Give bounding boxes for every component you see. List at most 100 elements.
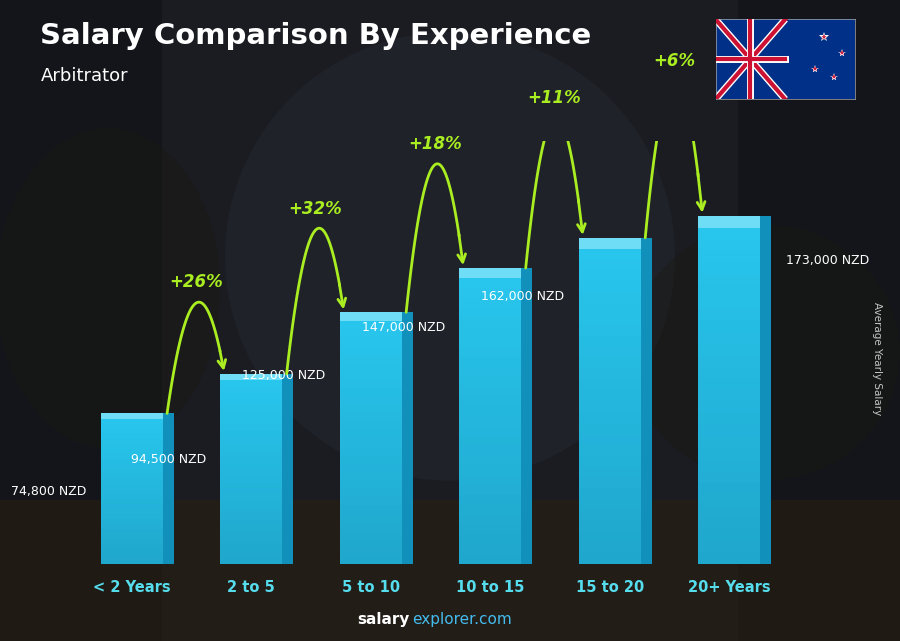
Bar: [698, 344, 760, 355]
Bar: [698, 227, 760, 239]
Bar: [339, 379, 402, 388]
Bar: [101, 463, 163, 469]
Bar: [220, 526, 283, 532]
Bar: [220, 488, 283, 494]
Bar: [101, 469, 163, 474]
Bar: [459, 524, 521, 535]
Bar: [459, 436, 521, 445]
Bar: [459, 347, 521, 357]
Bar: [698, 285, 760, 297]
Bar: [698, 239, 760, 251]
Bar: [101, 424, 163, 428]
Bar: [459, 288, 521, 297]
Text: 74,800 NZD: 74,800 NZD: [11, 485, 86, 498]
Bar: [339, 371, 402, 379]
Bar: [220, 507, 283, 513]
Bar: [579, 347, 641, 358]
Bar: [220, 418, 283, 424]
Bar: [698, 460, 760, 471]
Bar: [579, 499, 641, 510]
Polygon shape: [641, 238, 652, 564]
Bar: [459, 485, 521, 495]
Bar: [101, 488, 163, 494]
Bar: [698, 437, 760, 448]
Bar: [220, 538, 283, 545]
Bar: [579, 292, 641, 303]
Bar: [579, 401, 641, 412]
Bar: [698, 378, 760, 390]
Text: +11%: +11%: [527, 88, 581, 106]
Bar: [339, 346, 402, 354]
Bar: [698, 215, 760, 227]
Bar: [698, 367, 760, 378]
Bar: [459, 337, 521, 347]
Bar: [101, 534, 163, 539]
Bar: [339, 547, 402, 556]
Bar: [339, 463, 402, 472]
Bar: [220, 374, 283, 380]
Bar: [698, 308, 760, 320]
Bar: [459, 456, 521, 465]
Bar: [459, 308, 521, 317]
Ellipse shape: [0, 128, 220, 449]
Bar: [101, 413, 163, 564]
Bar: [339, 505, 402, 513]
Bar: [459, 544, 521, 554]
Polygon shape: [760, 215, 771, 564]
Bar: [339, 354, 402, 363]
Bar: [220, 412, 283, 418]
Bar: [579, 303, 641, 314]
Bar: [101, 413, 163, 419]
Bar: [339, 337, 402, 346]
Bar: [579, 238, 641, 249]
Bar: [339, 539, 402, 547]
Bar: [698, 413, 760, 425]
Text: 173,000 NZD: 173,000 NZD: [786, 254, 868, 267]
Bar: [579, 379, 641, 390]
Bar: [459, 317, 521, 327]
Bar: [579, 281, 641, 292]
Bar: [698, 425, 760, 437]
Bar: [579, 314, 641, 325]
Bar: [101, 544, 163, 549]
Bar: [220, 374, 283, 380]
Text: +6%: +6%: [652, 52, 695, 70]
Bar: [101, 438, 163, 444]
Bar: [459, 505, 521, 515]
Bar: [698, 494, 760, 506]
Bar: [101, 524, 163, 529]
Bar: [220, 431, 283, 437]
Bar: [459, 406, 521, 416]
Bar: [698, 541, 760, 553]
Bar: [220, 520, 283, 526]
Bar: [698, 320, 760, 332]
Bar: [101, 499, 163, 504]
Bar: [459, 465, 521, 475]
Bar: [101, 559, 163, 564]
Bar: [579, 336, 641, 347]
Bar: [698, 401, 760, 413]
Bar: [579, 358, 641, 369]
Bar: [698, 506, 760, 518]
Bar: [459, 268, 521, 278]
Bar: [220, 424, 283, 431]
Bar: [101, 479, 163, 484]
Bar: [459, 495, 521, 505]
Bar: [579, 433, 641, 444]
Bar: [101, 529, 163, 534]
Bar: [0, 0, 162, 641]
Bar: [698, 262, 760, 274]
Bar: [339, 320, 402, 329]
Bar: [459, 367, 521, 376]
Bar: [101, 509, 163, 514]
Bar: [339, 429, 402, 438]
Bar: [579, 488, 641, 499]
Bar: [339, 363, 402, 371]
Bar: [339, 513, 402, 522]
Bar: [459, 278, 521, 288]
Bar: [220, 475, 283, 481]
Bar: [459, 387, 521, 396]
Polygon shape: [521, 268, 532, 564]
Bar: [459, 376, 521, 387]
Bar: [101, 549, 163, 554]
